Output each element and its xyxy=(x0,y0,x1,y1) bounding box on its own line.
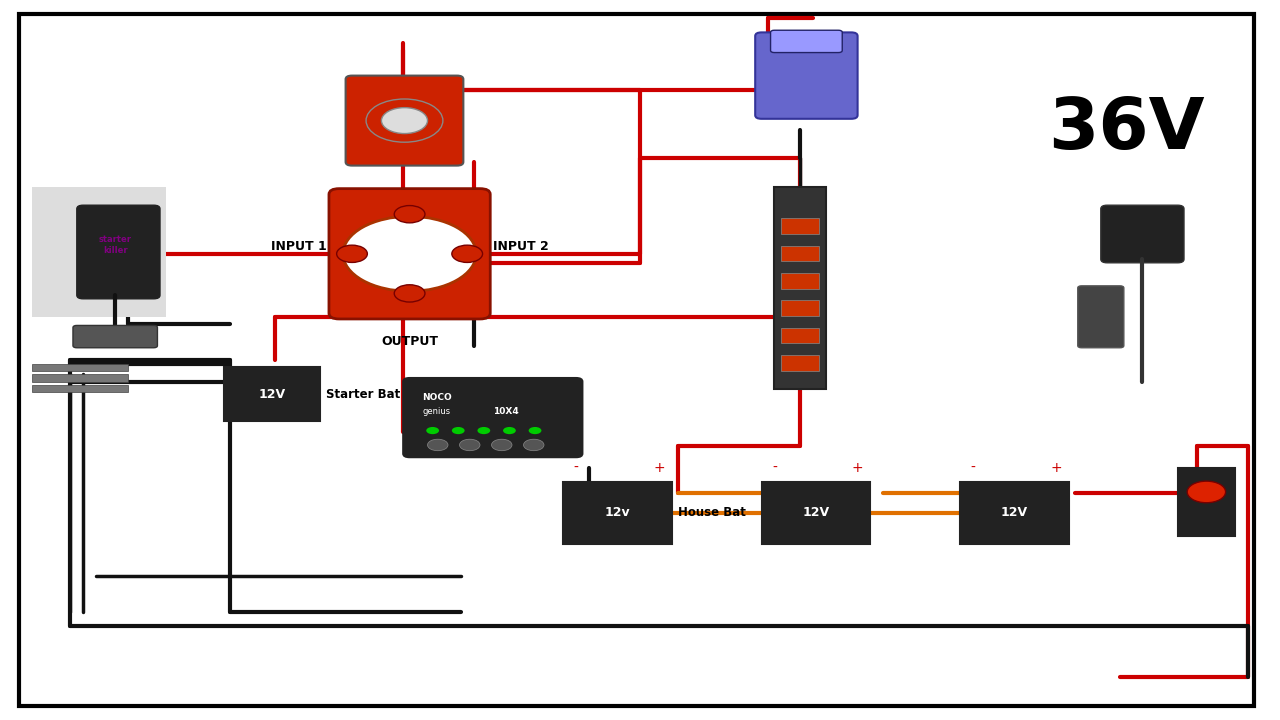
Circle shape xyxy=(1187,481,1226,503)
FancyBboxPatch shape xyxy=(32,385,128,392)
FancyBboxPatch shape xyxy=(781,273,819,289)
FancyBboxPatch shape xyxy=(762,482,870,544)
Circle shape xyxy=(426,427,439,434)
FancyBboxPatch shape xyxy=(346,76,463,166)
Text: +: + xyxy=(1050,461,1062,474)
FancyBboxPatch shape xyxy=(32,364,128,371)
FancyBboxPatch shape xyxy=(1101,205,1184,263)
Text: Starter Bat: Starter Bat xyxy=(326,387,401,401)
Text: -: - xyxy=(772,461,777,474)
Circle shape xyxy=(343,217,476,292)
FancyBboxPatch shape xyxy=(73,325,157,348)
FancyBboxPatch shape xyxy=(1078,286,1124,348)
FancyBboxPatch shape xyxy=(563,482,672,544)
Text: 36V: 36V xyxy=(1048,95,1204,164)
Circle shape xyxy=(477,427,490,434)
Circle shape xyxy=(337,246,367,263)
Text: House Bat: House Bat xyxy=(678,506,746,520)
Circle shape xyxy=(381,108,428,134)
FancyBboxPatch shape xyxy=(403,378,582,457)
Text: -: - xyxy=(970,461,975,474)
FancyBboxPatch shape xyxy=(77,205,160,299)
FancyBboxPatch shape xyxy=(781,246,819,261)
Circle shape xyxy=(452,246,483,263)
FancyBboxPatch shape xyxy=(329,189,490,319)
Text: 10X4: 10X4 xyxy=(493,407,518,416)
FancyBboxPatch shape xyxy=(32,374,128,382)
Text: 12v: 12v xyxy=(604,506,631,520)
Circle shape xyxy=(428,439,448,451)
Text: genius: genius xyxy=(422,407,451,416)
FancyBboxPatch shape xyxy=(755,32,858,119)
Circle shape xyxy=(366,99,443,143)
Circle shape xyxy=(492,439,512,451)
Circle shape xyxy=(452,427,465,434)
Text: INPUT 2: INPUT 2 xyxy=(493,240,549,253)
Text: -: - xyxy=(573,461,579,474)
FancyBboxPatch shape xyxy=(32,187,166,317)
Text: OUTPUT: OUTPUT xyxy=(381,335,438,348)
Circle shape xyxy=(394,205,425,223)
FancyBboxPatch shape xyxy=(1178,468,1235,536)
FancyBboxPatch shape xyxy=(774,187,826,389)
FancyBboxPatch shape xyxy=(224,367,320,421)
Text: INPUT 1: INPUT 1 xyxy=(270,240,326,253)
Circle shape xyxy=(460,439,480,451)
Circle shape xyxy=(503,427,516,434)
FancyBboxPatch shape xyxy=(781,300,819,316)
FancyBboxPatch shape xyxy=(960,482,1069,544)
Text: NOCO: NOCO xyxy=(422,392,452,402)
Circle shape xyxy=(524,439,544,451)
Text: 12V: 12V xyxy=(259,387,285,401)
Text: +: + xyxy=(653,461,666,474)
Circle shape xyxy=(529,427,541,434)
FancyBboxPatch shape xyxy=(781,218,819,234)
Text: +: + xyxy=(851,461,864,474)
Text: 12V: 12V xyxy=(803,506,829,520)
FancyBboxPatch shape xyxy=(781,355,819,371)
FancyBboxPatch shape xyxy=(771,30,842,53)
Circle shape xyxy=(394,285,425,302)
Text: starter
killer: starter killer xyxy=(99,235,132,254)
FancyBboxPatch shape xyxy=(781,328,819,343)
Text: 12V: 12V xyxy=(1001,506,1028,520)
